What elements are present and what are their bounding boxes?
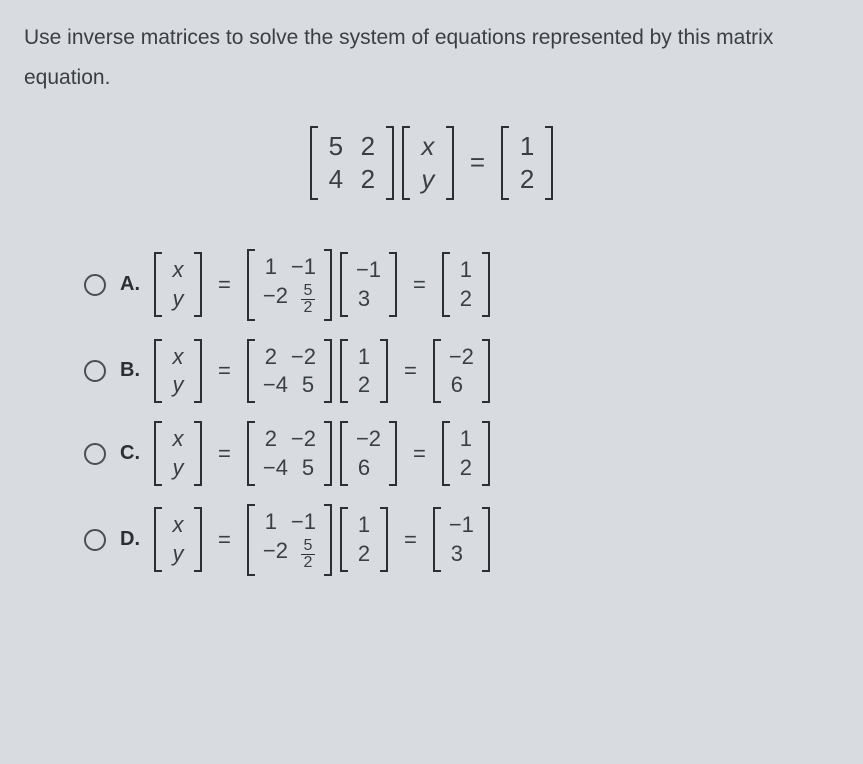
answer-options: A.xy=1−1−252−13=12B.xy=2−2−4512=−26C.xy=…: [24, 249, 839, 575]
matrix-cell: −1: [350, 256, 387, 284]
matrix-cell: 1: [511, 130, 543, 163]
matrix-cell: 2: [350, 540, 378, 568]
matrix-cell: −2: [257, 537, 294, 572]
matrix-cell: y: [164, 540, 192, 568]
matrix-cell: −2: [443, 343, 480, 371]
matrix-cell: 6: [443, 371, 471, 399]
answer-option: B.xy=2−2−4512=−26: [84, 339, 839, 404]
matrix-cell: 2: [511, 163, 543, 196]
matrix-cell: x: [164, 425, 192, 453]
matrix: −13: [340, 252, 397, 317]
matrix-cell: y: [412, 163, 444, 196]
matrix: 12: [340, 507, 388, 572]
equals-sign: =: [413, 441, 426, 467]
matrix-cell: 5: [294, 371, 322, 399]
matrix: xy: [154, 507, 202, 572]
matrix-cell: 5: [294, 454, 322, 482]
matrix: −26: [340, 421, 397, 486]
matrix-cell: y: [164, 371, 192, 399]
option-equation: xy=1−1−25212=−13: [150, 504, 494, 575]
equals-sign: =: [413, 272, 426, 298]
matrix-cell: y: [164, 454, 192, 482]
radio-button[interactable]: [84, 529, 106, 551]
matrix-cell: 2: [257, 343, 285, 371]
option-label: D.: [120, 528, 150, 551]
matrix-cell: x: [164, 256, 192, 284]
matrix-cell: 2: [352, 163, 384, 196]
option-equation: xy=2−2−45−26=12: [150, 421, 494, 486]
matrix-cell: 5: [320, 130, 352, 163]
main-equation-row: 5242xy=12: [306, 126, 557, 200]
equals-sign: =: [218, 358, 231, 384]
matrix: −26: [433, 339, 490, 404]
matrix-cell: −4: [257, 454, 294, 482]
matrix-cell: 2: [352, 130, 384, 163]
matrix: xy: [154, 252, 202, 317]
matrix-cell: x: [164, 343, 192, 371]
equals-sign: =: [218, 441, 231, 467]
main-matrix-equation: 5242xy=12: [24, 126, 839, 205]
matrix-cell: 2: [452, 285, 480, 313]
equals-sign: =: [404, 358, 417, 384]
matrix-cell: y: [164, 285, 192, 313]
matrix: xy: [154, 339, 202, 404]
answer-option: C.xy=2−2−45−26=12: [84, 421, 839, 486]
matrix-cell: −2: [285, 425, 322, 453]
matrix: −13: [433, 507, 490, 572]
question-prompt: Use inverse matrices to solve the system…: [24, 18, 839, 98]
option-label: A.: [120, 273, 150, 296]
matrix-cell: 1: [257, 253, 285, 281]
equals-sign: =: [404, 527, 417, 553]
matrix: 1−1−252: [247, 504, 332, 575]
option-label: C.: [120, 442, 150, 465]
matrix-cell: 1: [452, 256, 480, 284]
matrix-cell: 52: [294, 282, 322, 317]
matrix-cell: x: [164, 511, 192, 539]
matrix-cell: −1: [285, 508, 322, 536]
matrix-cell: 3: [443, 540, 471, 568]
matrix-cell: 1: [257, 508, 285, 536]
matrix: 12: [340, 339, 388, 404]
equals-sign: =: [218, 272, 231, 298]
matrix-cell: 1: [350, 511, 378, 539]
matrix-cell: 1: [452, 425, 480, 453]
matrix-cell: 52: [294, 537, 322, 572]
matrix: xy: [154, 421, 202, 486]
matrix: xy: [402, 126, 454, 200]
matrix-cell: x: [412, 130, 444, 163]
option-equation: xy=1−1−252−13=12: [150, 249, 494, 320]
matrix-cell: 2: [257, 425, 285, 453]
matrix-cell: 2: [350, 371, 378, 399]
matrix-cell: −2: [285, 343, 322, 371]
matrix: 2−2−45: [247, 339, 332, 404]
matrix: 2−2−45: [247, 421, 332, 486]
matrix-cell: −2: [350, 425, 387, 453]
radio-button[interactable]: [84, 274, 106, 296]
matrix-cell: −2: [257, 282, 294, 317]
matrix-cell: 4: [320, 163, 352, 196]
matrix: 12: [442, 421, 490, 486]
equals-sign: =: [470, 147, 485, 178]
matrix: 12: [501, 126, 553, 200]
radio-button[interactable]: [84, 360, 106, 382]
answer-option: D.xy=1−1−25212=−13: [84, 504, 839, 575]
matrix: 12: [442, 252, 490, 317]
radio-button[interactable]: [84, 443, 106, 465]
matrix-cell: 3: [350, 285, 378, 313]
matrix: 1−1−252: [247, 249, 332, 320]
answer-option: A.xy=1−1−252−13=12: [84, 249, 839, 320]
matrix-cell: 6: [350, 454, 378, 482]
matrix-cell: 2: [452, 454, 480, 482]
option-label: B.: [120, 359, 150, 382]
equals-sign: =: [218, 527, 231, 553]
matrix-cell: −1: [443, 511, 480, 539]
matrix-cell: 1: [350, 343, 378, 371]
option-equation: xy=2−2−4512=−26: [150, 339, 494, 404]
matrix-cell: −1: [285, 253, 322, 281]
matrix-cell: −4: [257, 371, 294, 399]
matrix: 5242: [310, 126, 394, 200]
